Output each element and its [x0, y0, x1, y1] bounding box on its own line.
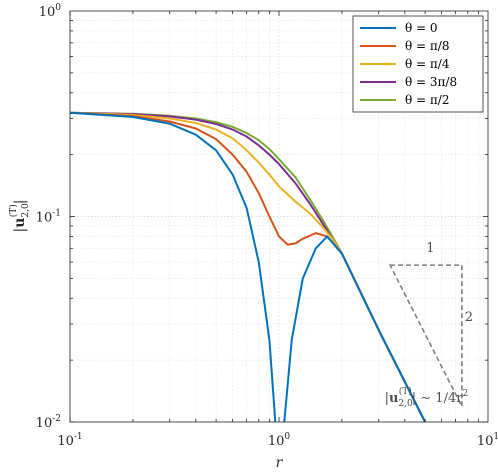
y-tick-label: 10-2 [36, 414, 61, 431]
y-tick-label: 10-1 [36, 209, 61, 226]
x-axis-label: r [276, 455, 284, 471]
x-tick-label: 100 [268, 432, 291, 449]
slope-triangle [388, 264, 463, 407]
x-tick-label: 10-1 [57, 432, 82, 449]
legend-label: θ = 0 [405, 21, 438, 35]
legend-label: θ = π/2 [405, 93, 449, 107]
legend-label: θ = 3π/8 [405, 75, 457, 89]
y-tick-label: 100 [39, 3, 62, 20]
legend: θ = 0 θ = π/8 θ = π/4 θ = 3π/8 θ = π/2 [352, 15, 484, 113]
series-line [70, 111, 426, 422]
legend-label: θ = π/8 [405, 39, 449, 53]
x-tick-label: 101 [477, 432, 498, 449]
slope-triangle-path [388, 264, 463, 407]
legend-label: θ = π/4 [405, 57, 450, 71]
series-line [70, 111, 426, 422]
annotations: |u2,0(T)| ∼ 1/4r2 1 2 [385, 241, 473, 409]
series-layer [70, 111, 426, 422]
annotation-text: 2 [465, 310, 473, 325]
annotation-text: 1 [426, 241, 434, 256]
annotation-text: |u2,0(T)| ∼ 1/4r2 [385, 386, 469, 409]
